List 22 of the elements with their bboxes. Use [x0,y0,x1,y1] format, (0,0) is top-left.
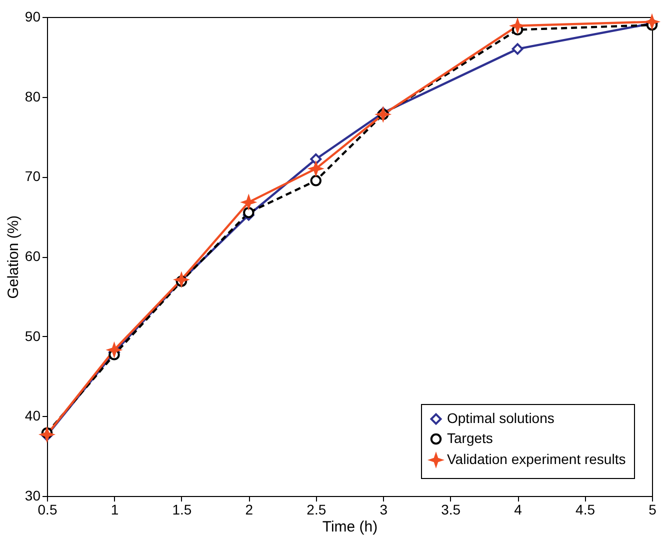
x-tick-label: 1 [110,502,119,518]
x-tick-label: 1.5 [172,502,192,518]
x-tick-label: 3.5 [441,502,461,518]
x-tick-label: 2.5 [306,502,326,518]
y-tick-label: 60 [24,248,41,264]
x-tick-label: 3 [380,502,388,518]
legend-label: Targets [447,430,493,446]
y-tick-label: 90 [24,8,41,24]
y-axis-title: Gelation (%) [4,215,22,299]
legend-label: Validation experiment results [447,451,626,467]
x-axis-title: Time (h) [322,518,378,536]
y-tick-label: 30 [24,488,41,504]
y-tick-label: 50 [24,328,41,344]
legend-label: Optimal solutions [447,410,554,426]
y-tick-label: 70 [24,168,41,184]
y-tick-label: 80 [24,88,41,104]
x-tick-label: 2 [245,502,254,518]
x-tick-label: 4.5 [576,502,596,518]
x-tick-label: 4 [514,502,522,518]
x-tick-label: 0.5 [38,502,58,518]
x-tick-label: 5 [648,502,657,518]
y-tick-label: 40 [24,408,41,424]
